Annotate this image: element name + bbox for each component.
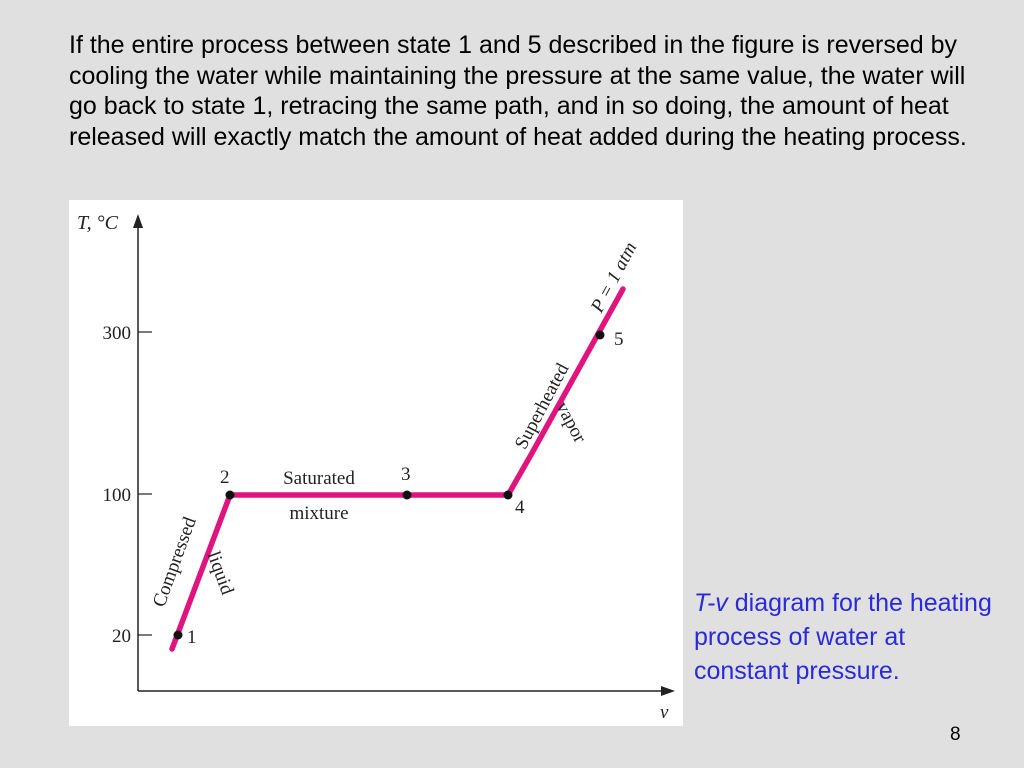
state-label-4: 4 bbox=[515, 497, 525, 518]
y-tick-label-300: 300 bbox=[103, 323, 132, 344]
tv-diagram-figure: T, °C v 300 100 20 1 2 3 4 5 Saturated m… bbox=[69, 200, 683, 726]
caption-tv-term: T-v bbox=[694, 589, 728, 617]
y-axis-label: T, °C bbox=[77, 212, 119, 234]
y-axis-arrow bbox=[133, 214, 143, 228]
state-point-1 bbox=[173, 630, 183, 640]
x-axis-label: v bbox=[660, 702, 669, 723]
x-axis-arrow bbox=[661, 686, 675, 696]
process-path bbox=[169, 286, 626, 652]
body-paragraph: If the entire process between state 1 an… bbox=[69, 31, 967, 151]
y-tick-label-100: 100 bbox=[103, 485, 132, 506]
mixture-label: mixture bbox=[289, 503, 348, 524]
state-label-1: 1 bbox=[187, 627, 197, 648]
state-label-3: 3 bbox=[401, 464, 411, 485]
state-point-4 bbox=[503, 490, 513, 500]
caption-text: diagram for the heating process of water… bbox=[694, 589, 992, 685]
state-point-3 bbox=[402, 490, 412, 500]
state-label-2: 2 bbox=[220, 467, 230, 488]
vapor-label: vapor bbox=[551, 398, 590, 447]
state-label-5: 5 bbox=[614, 329, 624, 350]
state-point-2 bbox=[225, 490, 235, 500]
state-point-5 bbox=[595, 330, 605, 340]
saturated-label: Saturated bbox=[283, 468, 355, 489]
figure-caption: T-v diagram for the heating process of w… bbox=[694, 586, 994, 688]
y-tick-label-20: 20 bbox=[112, 626, 131, 647]
page-number: 8 bbox=[950, 724, 961, 745]
liquid-label: liquid bbox=[203, 549, 238, 598]
tv-diagram-svg: T, °C v 300 100 20 1 2 3 4 5 Saturated m… bbox=[77, 212, 675, 723]
